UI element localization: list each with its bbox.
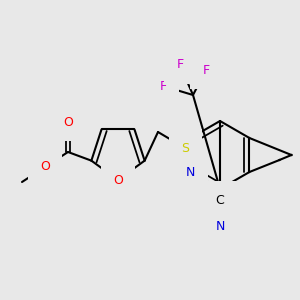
Text: N: N	[215, 220, 225, 232]
Text: F: F	[202, 64, 210, 76]
Text: C: C	[216, 194, 224, 206]
Text: S: S	[181, 142, 189, 154]
Text: O: O	[40, 160, 50, 173]
Text: F: F	[176, 58, 184, 71]
Text: F: F	[159, 80, 167, 92]
Text: O: O	[113, 173, 123, 187]
Text: N: N	[186, 166, 195, 178]
Text: O: O	[63, 116, 73, 128]
